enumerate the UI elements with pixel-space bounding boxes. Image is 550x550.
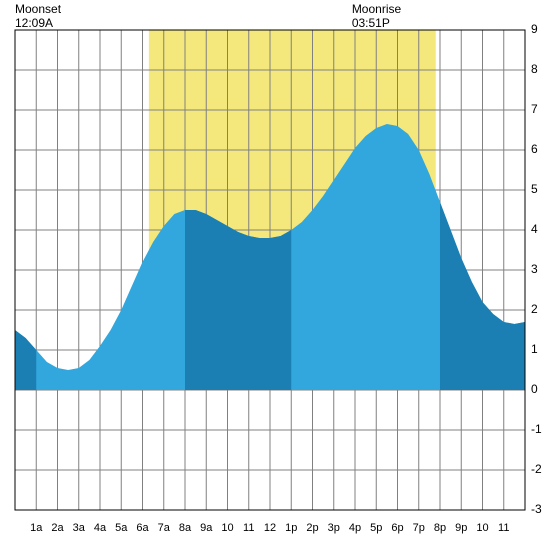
chart-svg: -3-2-101234567891a2a3a4a5a6a7a8a9a101112… bbox=[0, 0, 550, 550]
svg-text:5a: 5a bbox=[115, 522, 128, 534]
svg-text:4p: 4p bbox=[349, 522, 361, 534]
svg-text:7p: 7p bbox=[413, 522, 425, 534]
svg-text:9p: 9p bbox=[455, 522, 467, 534]
svg-text:1: 1 bbox=[531, 342, 538, 356]
moonset-time: 12:09A bbox=[15, 16, 53, 30]
moonrise-label: Moonrise 03:51P bbox=[352, 2, 401, 31]
svg-text:2p: 2p bbox=[306, 522, 318, 534]
svg-text:-3: -3 bbox=[531, 502, 542, 516]
svg-text:1a: 1a bbox=[30, 522, 43, 534]
tide-chart: Moonset 12:09A Moonrise 03:51P -3-2-1012… bbox=[0, 0, 550, 550]
svg-text:9a: 9a bbox=[200, 522, 213, 534]
svg-text:11: 11 bbox=[498, 522, 509, 534]
svg-text:2: 2 bbox=[531, 302, 538, 316]
svg-text:9: 9 bbox=[531, 22, 538, 36]
svg-text:6p: 6p bbox=[391, 522, 403, 534]
svg-text:8a: 8a bbox=[179, 522, 192, 534]
svg-text:1p: 1p bbox=[285, 522, 297, 534]
moonset-label: Moonset 12:09A bbox=[15, 2, 61, 31]
svg-text:4: 4 bbox=[531, 222, 538, 236]
moonrise-title: Moonrise bbox=[352, 2, 401, 16]
svg-text:0: 0 bbox=[531, 382, 538, 396]
svg-text:5p: 5p bbox=[370, 522, 382, 534]
svg-text:2a: 2a bbox=[51, 522, 64, 534]
svg-text:5: 5 bbox=[531, 182, 538, 196]
svg-text:12: 12 bbox=[264, 522, 276, 534]
moonrise-time: 03:51P bbox=[352, 16, 390, 30]
svg-text:4a: 4a bbox=[94, 522, 107, 534]
svg-text:3: 3 bbox=[531, 262, 538, 276]
svg-text:8: 8 bbox=[531, 62, 538, 76]
svg-text:10: 10 bbox=[221, 522, 233, 534]
svg-text:6a: 6a bbox=[136, 522, 149, 534]
moonset-title: Moonset bbox=[15, 2, 61, 16]
svg-text:6: 6 bbox=[531, 142, 538, 156]
svg-text:10: 10 bbox=[476, 522, 488, 534]
svg-text:3p: 3p bbox=[328, 522, 340, 534]
svg-text:11: 11 bbox=[243, 522, 254, 534]
svg-text:-2: -2 bbox=[531, 462, 542, 476]
svg-text:8p: 8p bbox=[434, 522, 446, 534]
svg-text:7: 7 bbox=[531, 102, 538, 116]
svg-text:7a: 7a bbox=[158, 522, 171, 534]
svg-text:-1: -1 bbox=[531, 422, 542, 436]
svg-text:3a: 3a bbox=[73, 522, 86, 534]
